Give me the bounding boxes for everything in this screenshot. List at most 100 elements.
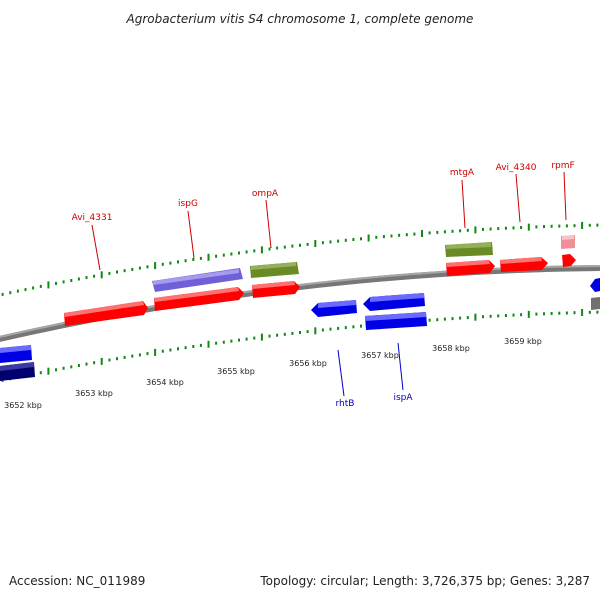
minor-tick: [245, 337, 248, 341]
minor-tick: [85, 276, 88, 280]
gene-feature[interactable]: [562, 254, 576, 267]
minor-tick: [558, 311, 561, 315]
minor-tick: [55, 281, 57, 285]
minor-tick: [390, 234, 393, 238]
minor-tick: [184, 259, 187, 263]
gene-label-avi-4340[interactable]: Avi_4340: [496, 163, 537, 173]
minor-tick: [299, 243, 301, 247]
gene-feature-highlight: [64, 301, 144, 317]
gene-feature[interactable]: [590, 278, 600, 292]
major-tick: [314, 240, 317, 247]
minor-tick: [55, 368, 57, 372]
major-tick: [154, 348, 157, 356]
scale-tick-label: 3654 kbp: [146, 378, 184, 387]
minor-tick: [222, 340, 225, 344]
major-tick: [314, 327, 317, 335]
minor-tick: [131, 267, 134, 271]
minor-tick: [520, 313, 523, 317]
minor-tick: [489, 227, 492, 231]
minor-tick: [62, 280, 65, 284]
minor-tick: [39, 371, 42, 375]
minor-tick: [520, 226, 523, 229]
minor-tick: [428, 318, 431, 322]
minor-tick: [253, 336, 256, 340]
minor-tick: [230, 339, 233, 343]
minor-tick: [459, 316, 462, 320]
minor-tick: [558, 224, 561, 228]
minor-tick: [451, 317, 454, 321]
minor-tick: [588, 223, 591, 227]
gene-feature-highlight: [0, 345, 31, 353]
minor-tick: [321, 241, 324, 245]
minor-tick: [169, 261, 172, 265]
gene-label-mtga[interactable]: mtgA: [450, 168, 475, 178]
minor-tick: [70, 365, 73, 369]
scale-tick-label: 3652 kbp: [4, 401, 42, 410]
minor-tick: [169, 348, 172, 352]
gene-feature-highlight: [153, 269, 239, 285]
gene-label-ompa[interactable]: ompA: [252, 189, 279, 199]
minor-tick: [398, 233, 401, 237]
minor-tick: [9, 291, 12, 295]
minor-tick: [32, 286, 35, 290]
gene-feature-highlight: [446, 260, 490, 267]
scale-tick-label: 3656 kbp: [289, 359, 327, 368]
major-tick: [581, 222, 584, 229]
scale-labels: 3652 kbp 3653 kbp 3654 kbp 3655 kbp 3656…: [4, 337, 542, 410]
scale-tick-label: 3658 kbp: [432, 344, 470, 353]
minor-tick: [268, 247, 271, 251]
major-tick: [421, 230, 423, 237]
minor-tick: [573, 311, 576, 315]
minor-tick: [123, 355, 126, 359]
gene-label-rpmf[interactable]: rpmF: [551, 161, 574, 171]
minor-tick: [276, 246, 279, 250]
scale-tick-label: 3653 kbp: [75, 389, 113, 398]
minor-tick: [466, 316, 469, 320]
minor-tick: [352, 238, 355, 241]
gene-feature-highlight: [318, 300, 356, 308]
scale-tick-label: 3657 kbp: [361, 351, 399, 360]
gene-features: [0, 235, 600, 381]
minor-tick: [497, 314, 500, 318]
major-tick: [581, 309, 584, 316]
gene-label-avi-4331[interactable]: Avi_4331: [72, 213, 113, 223]
minor-tick: [93, 361, 96, 365]
minor-tick: [24, 288, 27, 292]
gene-feature-highlight: [0, 362, 34, 371]
minor-tick: [306, 330, 309, 334]
gene-label-ispa[interactable]: ispA: [393, 393, 413, 403]
minor-tick: [253, 249, 256, 253]
minor-tick: [329, 327, 332, 331]
minor-tick: [283, 332, 286, 336]
gene-labels: Avi_4331 ispG ompA mtgA Avi_4340 rpmF rh…: [72, 161, 575, 409]
minor-tick: [504, 226, 507, 230]
minor-tick: [535, 225, 538, 229]
minor-tick: [39, 284, 42, 288]
gene-feature[interactable]: [591, 297, 600, 310]
minor-tick: [573, 224, 576, 228]
scale-tick-label: 3659 kbp: [504, 337, 542, 346]
gene-label-rhtb[interactable]: rhtB: [336, 399, 355, 409]
minor-tick: [344, 238, 347, 242]
gene-feature-highlight: [500, 257, 542, 264]
major-tick: [367, 234, 370, 242]
minor-tick: [77, 364, 80, 367]
gene-label-ispg[interactable]: ispG: [178, 199, 198, 209]
minor-tick: [161, 262, 164, 266]
minor-tick: [230, 252, 233, 256]
minor-tick: [352, 325, 355, 329]
major-tick: [260, 246, 263, 254]
minor-tick: [1, 292, 4, 296]
minor-tick: [306, 242, 309, 246]
gene-feature-highlight: [251, 262, 296, 270]
major-tick: [527, 310, 530, 318]
minor-tick: [588, 310, 591, 314]
major-tick: [474, 313, 477, 321]
minor-tick: [199, 256, 202, 260]
minor-tick: [192, 258, 195, 261]
minor-tick: [443, 317, 446, 321]
minor-tick: [85, 362, 88, 366]
minor-tick: [184, 346, 187, 350]
minor-tick: [375, 235, 378, 239]
